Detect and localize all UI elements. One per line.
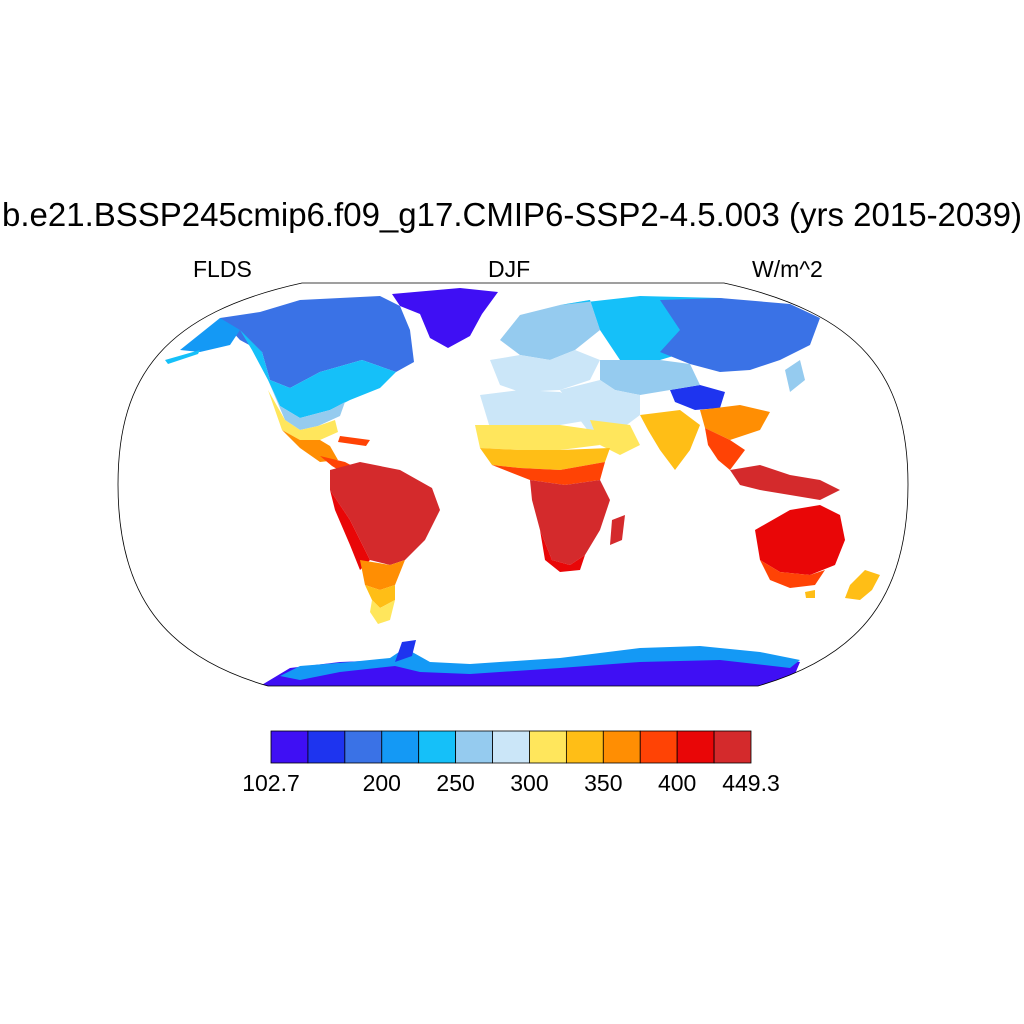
tasmania [805,590,815,598]
colorbar-tick-label: 400 [657,770,697,796]
colorbar-swatch [381,730,420,764]
colorbar-swatch [713,730,752,764]
colorbar-max-label: 449.3 [722,770,780,796]
australia-south [760,560,825,588]
central-africa [530,480,610,565]
cuba [338,436,370,446]
southern-africa [540,530,585,572]
india [640,410,700,470]
southeast-asia [705,428,745,470]
arabia [590,420,640,455]
colorbar-tick-label: 250 [436,770,475,796]
north-america-north [220,296,414,388]
globe-outline [117,282,909,687]
land-field [165,288,880,686]
variable-label: FLDS [193,256,252,282]
patagonia [365,585,395,608]
alaska [180,318,240,352]
australia [755,505,845,575]
central-asia [600,360,700,395]
madagascar [610,515,625,545]
colorbar-swatch [529,730,567,764]
south-america-south [360,560,405,590]
colorbar-swatch [565,730,604,764]
colorbar-tick-label: 300 [510,770,549,796]
north-america-gulf [268,390,338,440]
north-africa [480,390,590,428]
colorbar-swatch [344,730,383,764]
colorbar-tick-label: 350 [584,770,623,796]
units-label: W/m^2 [752,256,823,282]
colorbar-swatch [455,730,493,764]
south-america-west [330,490,370,570]
north-america-south [268,380,345,430]
colorbar-min-label: 102.7 [242,770,300,796]
plot-title: b.e21.BSSP245cmip6.f09_g17.CMIP6-SSP2-4.… [2,196,1022,233]
antarctica-peninsula [395,640,416,662]
tibet [670,385,725,410]
colorbar-swatch [676,730,715,764]
east-siberia [660,298,820,372]
greenland [392,288,498,348]
north-america-mid [240,330,396,418]
mexico [282,430,338,462]
indonesia [730,465,840,500]
west-africa [492,462,605,485]
sahel [475,425,600,450]
colorbar-tick-label: 200 [362,770,401,796]
aleutians [165,350,200,364]
new-zealand [845,570,880,600]
europe-scandinavia [500,300,600,360]
south-america [330,462,440,565]
china-south [700,405,770,440]
colorbar-swatch [270,730,309,764]
tierra-del-fuego [370,600,395,624]
colorbar-swatch [418,730,457,764]
colorbar-swatch [639,730,678,764]
colorbar-swatch [602,730,641,764]
sahel-south [480,448,610,470]
japan [785,360,805,392]
colorbar-swatch [492,730,530,764]
colorbar [270,730,752,764]
colorbar-swatch [307,730,346,764]
europe-south [490,350,600,392]
season-label: DJF [488,256,531,282]
